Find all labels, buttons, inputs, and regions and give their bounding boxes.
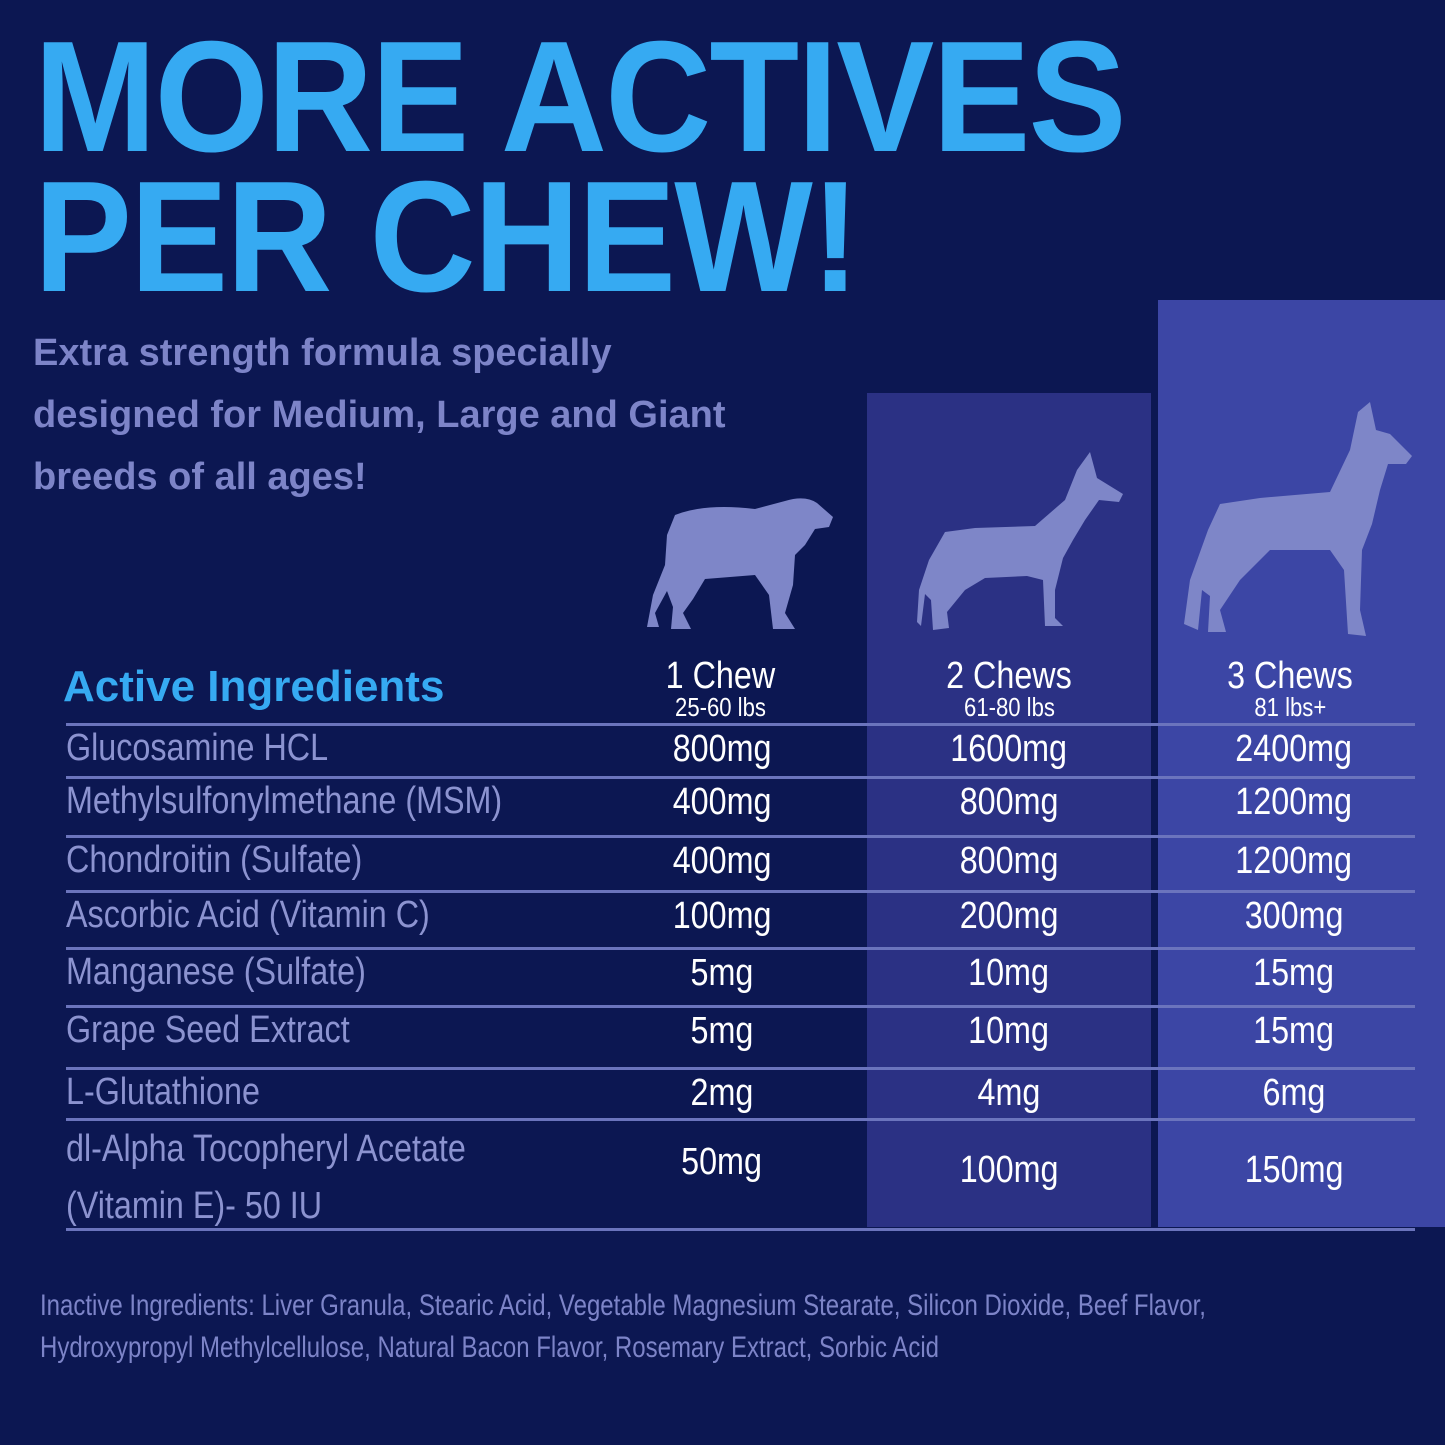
- dose-value: 10mg: [879, 952, 1139, 995]
- inactive-ingredients: Inactive Ingredients: Liver Granula, Ste…: [40, 1289, 1206, 1364]
- dose-value-text: 50mg: [681, 1141, 763, 1183]
- giant-dog-icon: [1184, 402, 1412, 636]
- dose-value: 15mg: [1164, 1010, 1424, 1053]
- row-divider: [66, 776, 1415, 779]
- dose-label: 1 Chew: [665, 655, 775, 697]
- ingredient-name: Glucosamine HCL: [66, 727, 329, 769]
- dose-value-text: 400mg: [672, 840, 772, 882]
- dose-value: 800mg: [592, 728, 852, 771]
- row-divider: [66, 1005, 1415, 1008]
- dose-value-text: 4mg: [977, 1072, 1041, 1114]
- dose-value-text: 10mg: [968, 1010, 1050, 1052]
- dose-value: 800mg: [879, 781, 1139, 824]
- ingredient-name: dl-Alpha Tocopheryl Acetate (Vitamin E)-…: [66, 1128, 466, 1227]
- dose-value-text: 300mg: [1244, 895, 1344, 937]
- dose-value: 1200mg: [1164, 840, 1424, 883]
- column-header-1: 1 Chew 25-60 lbs: [590, 655, 850, 723]
- dose-value-text: 5mg: [690, 952, 754, 994]
- dose-value-text: 2mg: [690, 1072, 754, 1114]
- table-row: dl-Alpha Tocopheryl Acetate (Vitamin E)-…: [0, 1119, 1445, 1229]
- dose-value: 400mg: [592, 781, 852, 824]
- dose-value: 50mg: [592, 1141, 852, 1184]
- row-divider: [66, 723, 1415, 726]
- dose-value-text: 400mg: [672, 781, 772, 823]
- ingredient-name: Methylsulfonylmethane (MSM): [66, 780, 503, 822]
- dose-value-text: 800mg: [959, 840, 1059, 882]
- dose-value: 6mg: [1164, 1072, 1424, 1115]
- dose-value-text: 1600mg: [950, 728, 1068, 770]
- dose-value: 100mg: [592, 895, 852, 938]
- dose-value: 2mg: [592, 1072, 852, 1115]
- column-header-3: 3 Chews 81 lbs+: [1160, 655, 1420, 723]
- dose-value: 150mg: [1164, 1149, 1424, 1192]
- active-ingredients-heading: Active Ingredients: [63, 662, 445, 711]
- row-divider: [66, 835, 1415, 838]
- table-row: Manganese (Sulfate) 5mg 10mg 15mg: [0, 948, 1445, 1006]
- dose-value-text: 15mg: [1253, 1010, 1335, 1052]
- table-row: L-Glutathione 2mg 4mg 6mg: [0, 1068, 1445, 1119]
- headline-line-1: MORE ACTIVES: [34, 9, 1127, 185]
- medium-dog-icon: [647, 498, 833, 629]
- subtitle: Extra strength formula specially designe…: [33, 332, 726, 498]
- dose-value: 5mg: [592, 1010, 852, 1053]
- ingredient-name: Chondroitin (Sulfate): [66, 839, 363, 881]
- dose-value-text: 5mg: [690, 1010, 754, 1052]
- dose-value-text: 10mg: [968, 952, 1050, 994]
- dose-value: 5mg: [592, 952, 852, 995]
- row-divider: [66, 947, 1415, 950]
- dose-label: 3 Chews: [1227, 655, 1353, 697]
- table-row: Chondroitin (Sulfate) 400mg 800mg 1200mg: [0, 836, 1445, 891]
- row-divider: [66, 1067, 1415, 1070]
- dose-value-text: 100mg: [672, 895, 772, 937]
- dose-value-text: 6mg: [1262, 1072, 1326, 1114]
- table-row: Glucosamine HCL 800mg 1600mg 2400mg: [0, 724, 1445, 777]
- dose-value: 2400mg: [1164, 728, 1424, 771]
- large-dog-icon: [917, 452, 1123, 630]
- dose-value: 800mg: [879, 840, 1139, 883]
- column-header-2: 2 Chews 61-80 lbs: [879, 655, 1139, 723]
- table-row: Methylsulfonylmethane (MSM) 400mg 800mg 120…: [0, 777, 1445, 836]
- dose-value-text: 200mg: [959, 895, 1059, 937]
- row-divider: [66, 1118, 1415, 1121]
- ingredient-name: Grape Seed Extract: [66, 1009, 350, 1051]
- dose-value: 15mg: [1164, 952, 1424, 995]
- dose-value: 400mg: [592, 840, 852, 883]
- dose-value: 300mg: [1164, 895, 1424, 938]
- table-row: Grape Seed Extract 5mg 10mg 15mg: [0, 1006, 1445, 1068]
- weight-range: 81 lbs+: [1254, 692, 1326, 722]
- dose-value: 200mg: [879, 895, 1139, 938]
- row-divider: [66, 890, 1415, 893]
- ingredient-name: Manganese (Sulfate): [66, 951, 366, 993]
- dose-value: 1600mg: [879, 728, 1139, 771]
- dose-value-text: 15mg: [1253, 952, 1335, 994]
- dose-value-text: 800mg: [672, 728, 772, 770]
- weight-range: 25-60 lbs: [674, 692, 766, 722]
- row-divider: [66, 1228, 1415, 1231]
- weight-range: 61-80 lbs: [963, 692, 1055, 722]
- dose-value-text: 2400mg: [1235, 728, 1353, 770]
- dose-value-text: 1200mg: [1235, 781, 1353, 823]
- dose-value-text: 800mg: [959, 781, 1059, 823]
- dose-value: 4mg: [879, 1072, 1139, 1115]
- dose-value-text: 1200mg: [1235, 840, 1353, 882]
- table-row: Ascorbic Acid (Vitamin C) 100mg 200mg 300mg: [0, 891, 1445, 948]
- dose-value-text: 150mg: [1244, 1149, 1344, 1191]
- dose-value: 10mg: [879, 1010, 1139, 1053]
- dose-label: 2 Chews: [946, 655, 1072, 697]
- dose-value: 100mg: [879, 1149, 1139, 1192]
- dose-value-text: 100mg: [959, 1149, 1059, 1191]
- ingredient-name: Ascorbic Acid (Vitamin C): [66, 894, 430, 936]
- ingredient-name: L-Glutathione: [66, 1071, 260, 1113]
- dose-value: 1200mg: [1164, 781, 1424, 824]
- headline-line-2: PER CHEW!: [34, 149, 860, 325]
